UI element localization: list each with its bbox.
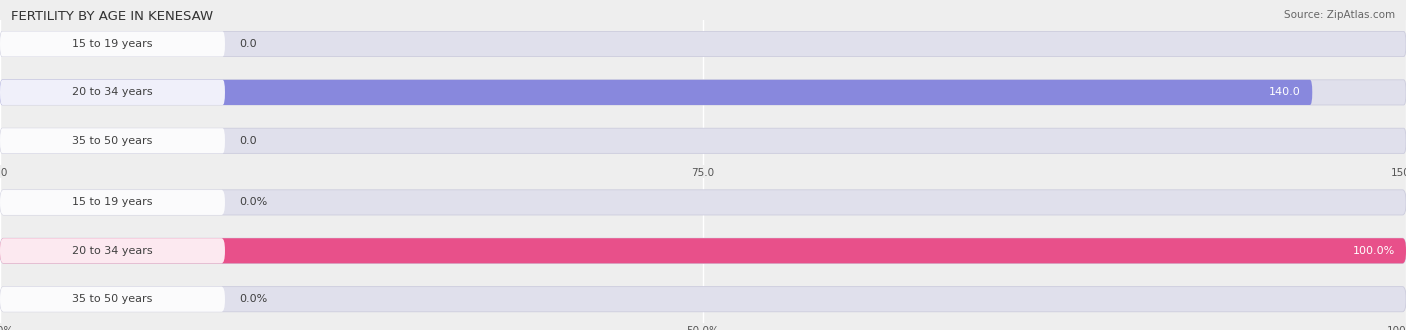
- Text: 0.0: 0.0: [239, 39, 257, 49]
- FancyBboxPatch shape: [0, 80, 1406, 105]
- Text: Source: ZipAtlas.com: Source: ZipAtlas.com: [1284, 10, 1395, 20]
- Text: 140.0: 140.0: [1270, 87, 1301, 97]
- FancyBboxPatch shape: [0, 238, 1406, 263]
- Text: 20 to 34 years: 20 to 34 years: [72, 246, 153, 256]
- FancyBboxPatch shape: [0, 31, 225, 56]
- Text: 20 to 34 years: 20 to 34 years: [72, 87, 153, 97]
- FancyBboxPatch shape: [0, 190, 225, 215]
- Text: FERTILITY BY AGE IN KENESAW: FERTILITY BY AGE IN KENESAW: [11, 10, 214, 23]
- Text: 100.0%: 100.0%: [1353, 246, 1395, 256]
- FancyBboxPatch shape: [0, 128, 1406, 153]
- FancyBboxPatch shape: [0, 238, 225, 263]
- Text: 15 to 19 years: 15 to 19 years: [72, 197, 153, 207]
- Text: 0.0%: 0.0%: [239, 294, 267, 304]
- Text: 35 to 50 years: 35 to 50 years: [72, 294, 153, 304]
- FancyBboxPatch shape: [0, 287, 225, 312]
- Text: 0.0%: 0.0%: [239, 197, 267, 207]
- FancyBboxPatch shape: [0, 31, 1406, 56]
- FancyBboxPatch shape: [0, 80, 1312, 105]
- FancyBboxPatch shape: [0, 287, 1406, 312]
- FancyBboxPatch shape: [0, 190, 1406, 215]
- Text: 0.0: 0.0: [239, 136, 257, 146]
- FancyBboxPatch shape: [0, 238, 1406, 263]
- FancyBboxPatch shape: [0, 128, 225, 153]
- Text: 15 to 19 years: 15 to 19 years: [72, 39, 153, 49]
- Text: 35 to 50 years: 35 to 50 years: [72, 136, 153, 146]
- FancyBboxPatch shape: [0, 80, 225, 105]
